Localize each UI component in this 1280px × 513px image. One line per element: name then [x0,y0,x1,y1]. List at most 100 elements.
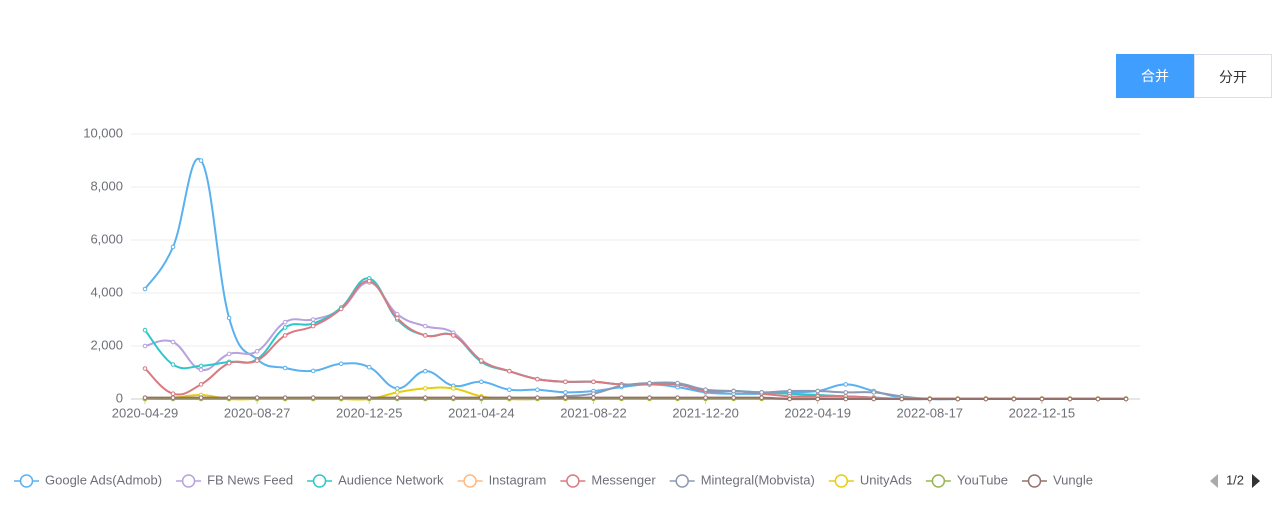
point [703,395,708,401]
legend-label[interactable]: Google Ads(Admob) [45,472,162,487]
point [1095,396,1101,402]
point [787,395,792,401]
point [899,396,905,402]
point [563,396,568,402]
point [787,396,792,402]
legend-label[interactable]: Audience Network [338,472,444,487]
point [1123,396,1129,402]
legend-label[interactable]: Messenger [591,472,656,487]
point [1123,396,1129,402]
point [1011,396,1017,402]
point [843,394,849,399]
point [1011,396,1017,402]
series-line [145,381,1126,401]
point [871,395,877,400]
legend-label[interactable]: YouTube [957,472,1008,487]
point [366,396,372,402]
point [619,382,624,387]
point [675,384,680,390]
point [479,394,484,399]
point [535,376,540,382]
point [226,360,232,366]
point [310,396,316,402]
point [254,395,260,401]
point [1039,396,1045,402]
point [535,387,540,393]
point [815,388,820,394]
point [759,396,764,402]
point [479,396,484,402]
legend-label[interactable]: UnityAds [860,472,913,487]
point [142,396,148,402]
legend-icon [312,474,327,488]
point [703,387,708,393]
point [282,396,288,402]
point [422,368,428,374]
point [1067,396,1073,402]
point [955,395,961,401]
point [563,390,568,395]
legend-label[interactable]: Mintegral(Mobvista) [701,472,815,487]
point [731,396,736,402]
point [703,395,708,400]
point [170,244,176,250]
point [507,395,512,400]
point [591,388,596,394]
point [394,311,400,317]
point [843,382,849,387]
point [198,367,204,373]
legend-next[interactable] [1252,474,1260,488]
legend-icon [931,474,946,488]
point [507,396,512,402]
point [170,362,176,367]
x-tick-label: 2020-04-29 [112,405,179,420]
point [591,395,596,401]
legend-prev[interactable] [1210,474,1218,488]
legend-label[interactable]: Instagram [489,472,547,487]
point [1067,395,1073,401]
point [843,396,849,402]
point [1039,396,1045,402]
point [843,390,849,395]
legend-label[interactable]: FB News Feed [207,472,293,487]
point [927,396,933,402]
point [619,396,624,402]
split-button[interactable]: 分开 [1194,54,1272,98]
point [955,396,961,402]
point [591,379,596,385]
point [1067,396,1073,402]
point [507,368,512,374]
point [899,395,905,400]
point [955,396,961,402]
point [619,382,624,387]
point [394,386,400,391]
point [815,395,820,401]
point [1039,396,1045,402]
point [507,387,512,393]
legend-label[interactable]: Vungle [1053,472,1093,487]
point [983,396,989,402]
point [731,388,736,394]
point [703,396,708,402]
merge-button[interactable]: 合并 [1116,54,1194,98]
point [647,382,652,387]
point [899,396,905,402]
point [507,396,512,402]
y-tick-label: 6,000 [90,231,123,246]
x-tick-label: 2021-12-20 [672,405,739,420]
point [366,395,372,400]
point [871,395,877,400]
point [843,394,849,399]
point [254,356,260,362]
point [338,396,344,402]
point [451,330,456,336]
point [254,396,260,402]
point [507,395,512,401]
point [338,305,344,310]
point [1039,396,1045,402]
point [1123,396,1129,402]
point [451,333,456,338]
point [394,395,400,400]
point [226,396,232,402]
point [254,396,260,402]
